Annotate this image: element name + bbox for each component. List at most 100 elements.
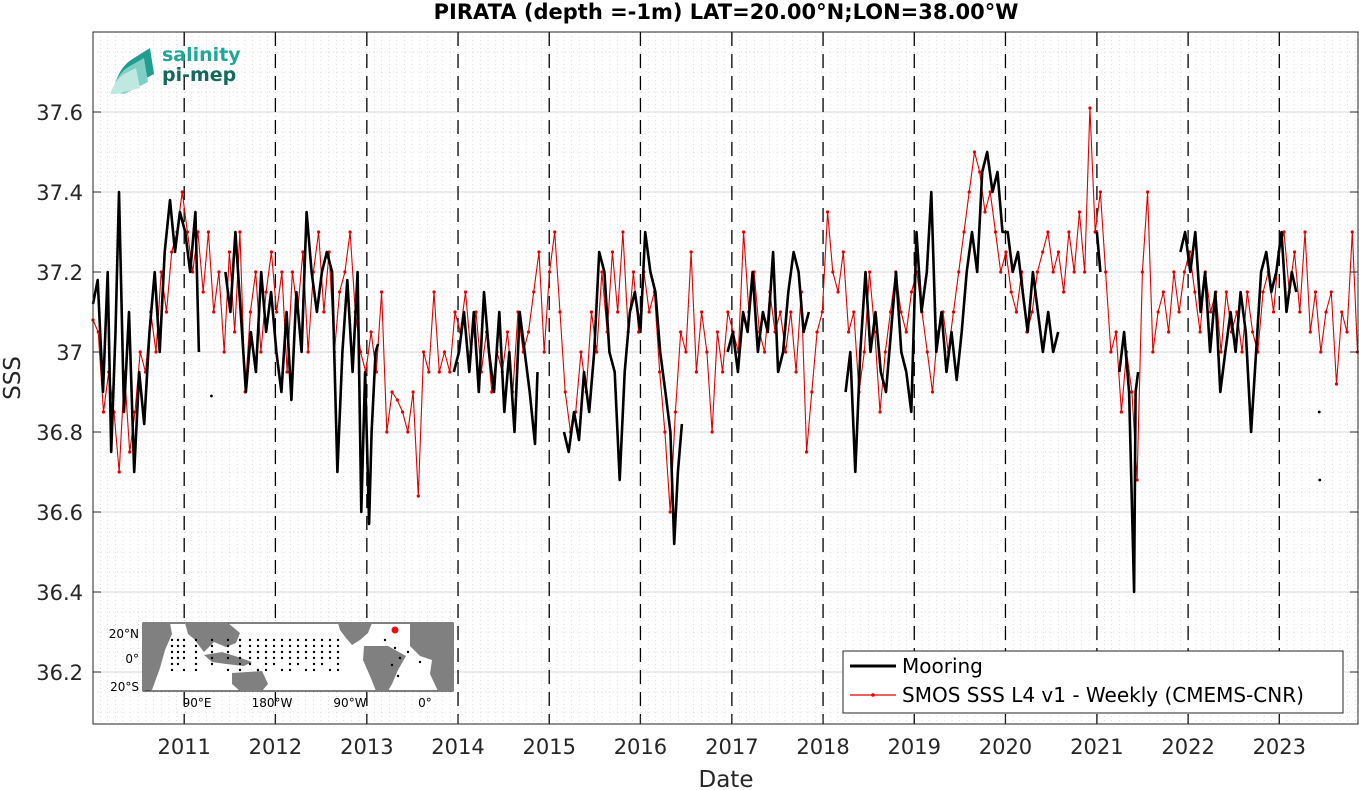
inset-mooring-dot	[176, 662, 180, 666]
data-point-smos	[338, 290, 342, 294]
inset-mooring-dot	[328, 668, 332, 672]
data-point-smos	[222, 350, 226, 354]
x-axis: 2011 2012 2013 2014 2015 2016 2017 2018 2019 2020…	[157, 716, 1306, 759]
inset-mooring-dot	[256, 638, 260, 642]
inset-mooring-dot	[170, 668, 174, 672]
legend-label-mooring: Mooring	[902, 654, 983, 678]
data-point-smos	[1041, 250, 1045, 254]
inset-mooring-dot	[393, 646, 397, 650]
y-tick-label: 36.2	[36, 661, 83, 685]
data-point-smos	[395, 398, 399, 402]
inset-mooring-dot	[226, 656, 230, 660]
data-point-smos	[427, 370, 431, 374]
data-point-smos	[951, 310, 956, 314]
inset-mooring-dot	[248, 650, 252, 654]
inset-lon-label-0: 0°	[418, 696, 432, 710]
inset-mooring-dot	[280, 638, 284, 642]
inset-mooring-dot	[296, 656, 300, 660]
inset-mooring-dot	[256, 644, 260, 648]
data-point-smos	[1161, 290, 1165, 294]
inset-mooring-dot	[248, 656, 252, 660]
data-point-smos	[201, 290, 205, 294]
x-tick-label: 2022	[1161, 735, 1214, 759]
data-point-smos	[878, 410, 882, 414]
inset-mooring-dot	[176, 644, 180, 648]
inset-mooring-dot	[170, 638, 174, 642]
data-point-smos	[1350, 230, 1354, 234]
data-point-smos	[1051, 270, 1055, 274]
data-point-smos	[411, 390, 415, 394]
inset-mooring-dot	[312, 668, 316, 672]
inset-mooring-dot	[304, 650, 308, 654]
data-point-smos	[700, 310, 704, 314]
inset-mooring-dot	[320, 656, 324, 660]
inset-mooring-dot	[280, 650, 284, 654]
inset-mooring-dot	[182, 668, 186, 672]
data-point-smos	[128, 450, 132, 454]
data-point-smos	[406, 430, 410, 434]
data-point-smos	[1083, 270, 1087, 274]
data-point-smos	[1298, 310, 1302, 314]
data-point-smos	[379, 290, 384, 294]
data-point-smos	[852, 310, 856, 314]
logo-text-pimep: pi-mep	[162, 64, 237, 86]
data-point-smos	[663, 430, 667, 434]
inset-mooring-dot	[328, 638, 332, 642]
inset-mooring-dot	[182, 644, 186, 648]
inset-mooring-dot	[182, 650, 186, 654]
legend-box	[842, 650, 1344, 714]
series-line-smos	[92, 107, 1359, 513]
data-point-smos	[616, 310, 620, 314]
data-point-smos	[1334, 382, 1339, 386]
data-point-smos	[967, 190, 971, 194]
inset-mooring-dot	[256, 650, 260, 654]
data-point-smos	[254, 270, 258, 274]
inset-mooring-dot	[226, 638, 230, 642]
inset-lat-label-20n: 20°N	[109, 627, 139, 641]
data-point-smos	[1167, 330, 1171, 334]
inset-mooring-dot	[312, 638, 316, 642]
data-point-smos	[400, 410, 405, 414]
data-point-smos	[794, 370, 798, 374]
inset-mooring-dot	[238, 668, 242, 672]
inset-mooring-dot	[288, 662, 292, 666]
data-point-smos	[1282, 230, 1286, 234]
data-point-smos	[710, 430, 714, 434]
inset-mooring-dot	[210, 638, 214, 642]
data-point-smos	[526, 330, 531, 334]
data-point-smos	[416, 494, 420, 498]
inset-mooring-dot	[194, 656, 198, 660]
plot-series	[91, 106, 1359, 594]
data-point-smos	[589, 310, 594, 314]
data-point-smos	[978, 170, 982, 174]
inset-mooring-dot	[210, 662, 214, 666]
inset-mooring-dot	[328, 656, 332, 660]
data-point-smos	[993, 230, 998, 234]
data-point-smos	[1219, 350, 1223, 354]
data-point-smos	[432, 290, 436, 294]
data-point-smos	[306, 350, 310, 354]
inset-mooring-dot	[264, 638, 268, 642]
data-point-smos	[1014, 310, 1019, 314]
data-point-smos	[206, 230, 211, 234]
data-point-smos	[1056, 250, 1061, 254]
inset-map-central-america	[338, 623, 372, 645]
data-point-smos	[1114, 330, 1118, 334]
data-point-smos	[280, 270, 284, 274]
inset-mooring-dot	[328, 650, 332, 654]
data-point-smos	[705, 350, 709, 354]
data-point-smos	[679, 330, 683, 334]
inset-mooring-dot	[182, 656, 186, 660]
y-tick-label: 37.6	[36, 101, 83, 125]
inset-mooring-dot	[210, 644, 214, 648]
inset-mooring-dot	[176, 650, 180, 654]
data-point-smos	[836, 290, 840, 294]
inset-mooring-dot	[248, 662, 252, 666]
y-axis-label: SSS	[0, 356, 26, 400]
data-point-smos	[1313, 290, 1318, 294]
inset-mooring-dot	[194, 668, 198, 672]
inset-lon-label-90w: 90°W	[333, 696, 366, 710]
data-point-smos	[442, 350, 447, 354]
data-point-smos	[348, 230, 352, 234]
data-point-smos	[159, 270, 163, 274]
